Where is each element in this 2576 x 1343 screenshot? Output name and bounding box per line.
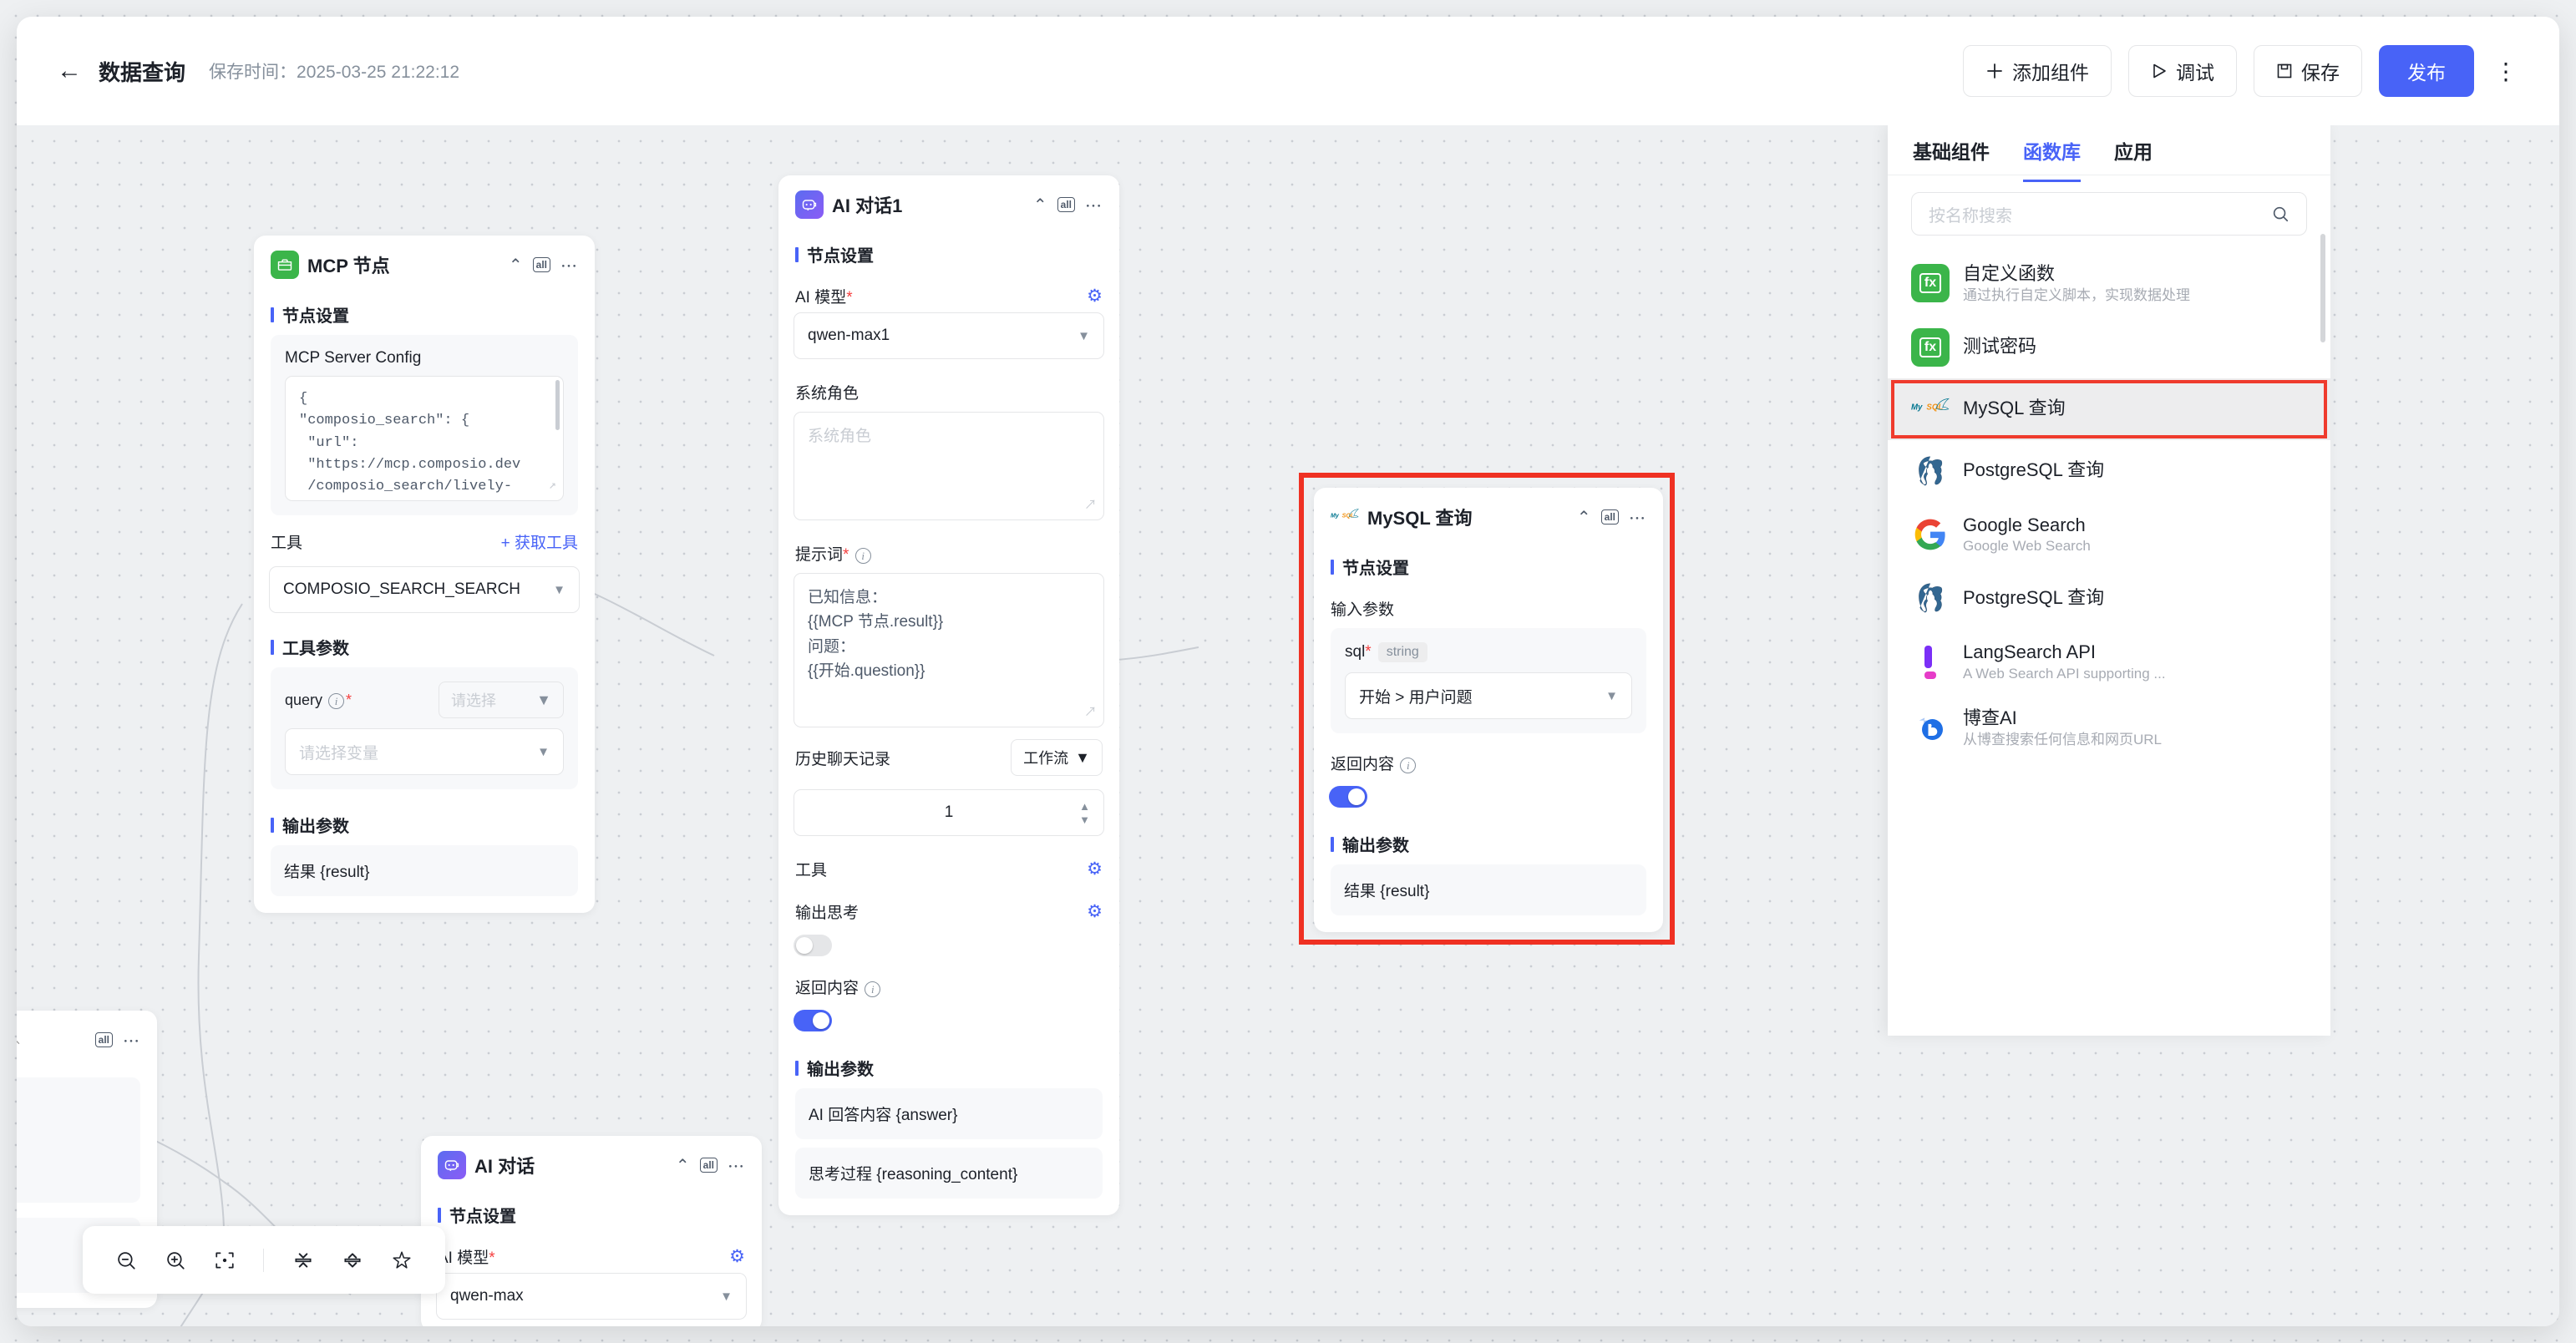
svg-text:SQL: SQL (1926, 403, 1943, 412)
svg-text:SQL: SQL (1342, 513, 1355, 519)
svg-text:My: My (1911, 403, 1923, 412)
svg-text:My: My (1331, 513, 1340, 519)
